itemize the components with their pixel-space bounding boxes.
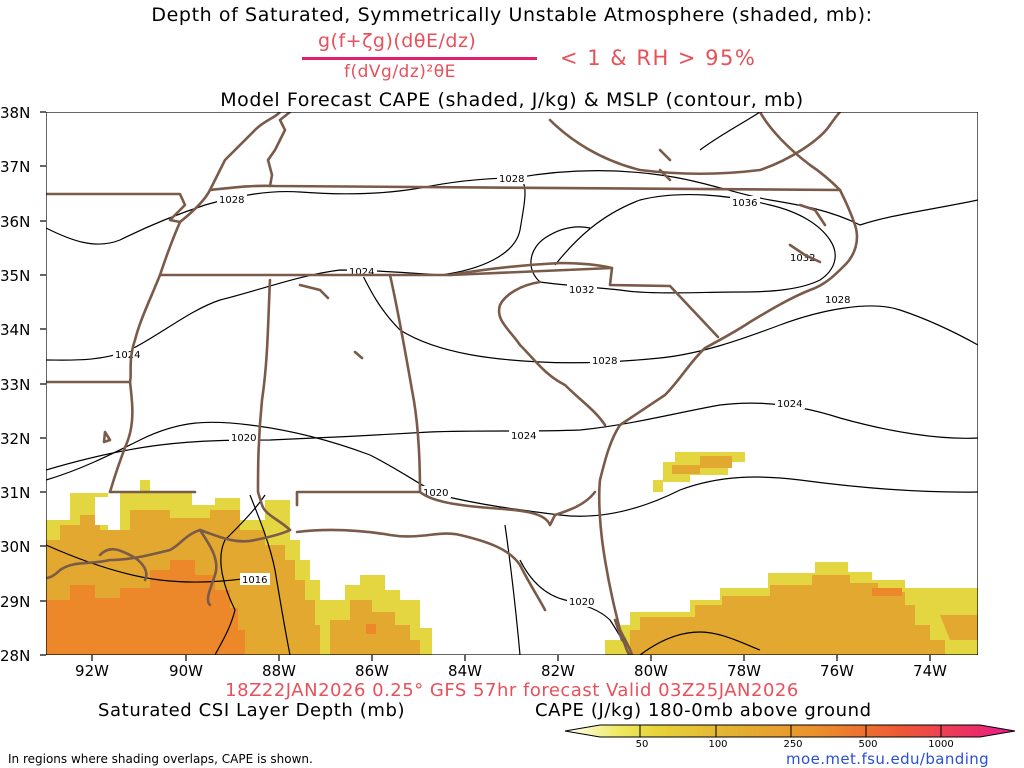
map-canvas: 1028 1028 1036 1032 1024 1032 1028 1024 … [46,112,978,655]
main-title: Depth of Saturated, Symmetrically Unstab… [151,4,873,26]
colorbar-tick: 500 [858,739,877,750]
lat-label: 35N [0,267,30,285]
lon-label: 82W [541,662,575,680]
colorbar-tick: 1000 [928,739,953,750]
lat-label: 28N [0,647,30,665]
contour-label: 1016 [242,575,267,586]
contour-label: 1032 [569,285,594,296]
lat-label: 32N [0,430,30,448]
lat-label: 36N [0,213,30,231]
lon-label: 86W [355,662,389,680]
csi-legend-label: Saturated CSI Layer Depth (mb) [98,700,406,721]
lon-label: 84W [448,662,482,680]
colorbar-tick: 50 [636,739,649,750]
lat-label: 29N [0,593,30,611]
cape-legend-label: CAPE (J/kg) 180-0mb above ground [535,700,872,721]
contour-label: 1036 [732,198,757,209]
formula-denominator: f(dVg/dz)²θE [344,62,456,82]
lon-label: 74W [913,662,947,680]
credit-link[interactable]: moe.met.fsu.edu/banding [786,750,990,768]
longitude-labels: 92W 90W 88W 86W 84W 82W 80W 78W 76W 74W [75,662,947,680]
contour-label: 1020 [569,597,594,608]
lon-label: 80W [634,662,668,680]
lat-label: 31N [0,484,30,502]
contour-label: 1028 [499,174,524,185]
subtitle: Model Forecast CAPE (shaded, J/kg) & MSL… [220,89,804,111]
formula-fraction-bar [302,57,537,60]
contour-label: 1028 [825,295,850,306]
contour-label: 1028 [219,195,244,206]
formula-numerator: g(f+ζg)(dθE/dz) [318,30,477,52]
colorbar-tick: 100 [708,739,727,750]
colorbar-tick: 250 [783,739,802,750]
lon-label: 76W [820,662,854,680]
lon-label: 78W [727,662,761,680]
contour-label: 1020 [423,488,448,499]
contour-label: 1032 [790,253,815,264]
contour-label: 1024 [511,431,536,442]
lon-label: 92W [75,662,109,680]
contour-label: 1028 [592,356,617,367]
contour-labels: 1028 1028 1036 1032 1024 1032 1028 1024 … [113,172,853,608]
contour-label: 1024 [349,267,374,278]
lon-label: 88W [262,662,296,680]
axis-ticks [40,111,931,661]
lat-label: 38N [0,104,30,122]
latitude-labels: 38N 37N 36N 35N 34N 33N 32N 31N 30N 29N … [0,104,30,665]
formula-condition: < 1 & RH > 95% [560,46,757,70]
lat-label: 33N [0,376,30,394]
cape-shading-gulf [46,480,432,655]
contour-label: 1024 [777,399,802,410]
lon-label: 90W [169,662,203,680]
cape-colorbar: 50 100 250 500 1000 [564,724,1016,750]
overlap-footnote: In regions where shading overlaps, CAPE … [8,752,313,766]
lat-label: 37N [0,158,30,176]
contour-label: 1020 [231,433,256,444]
lat-label: 30N [0,538,30,556]
forecast-valid-line: 18Z22JAN2026 0.25° GFS 57hr forecast Val… [225,680,799,701]
state-boundaries [46,112,859,655]
contour-label: 1024 [115,350,140,361]
lat-label: 34N [0,321,30,339]
